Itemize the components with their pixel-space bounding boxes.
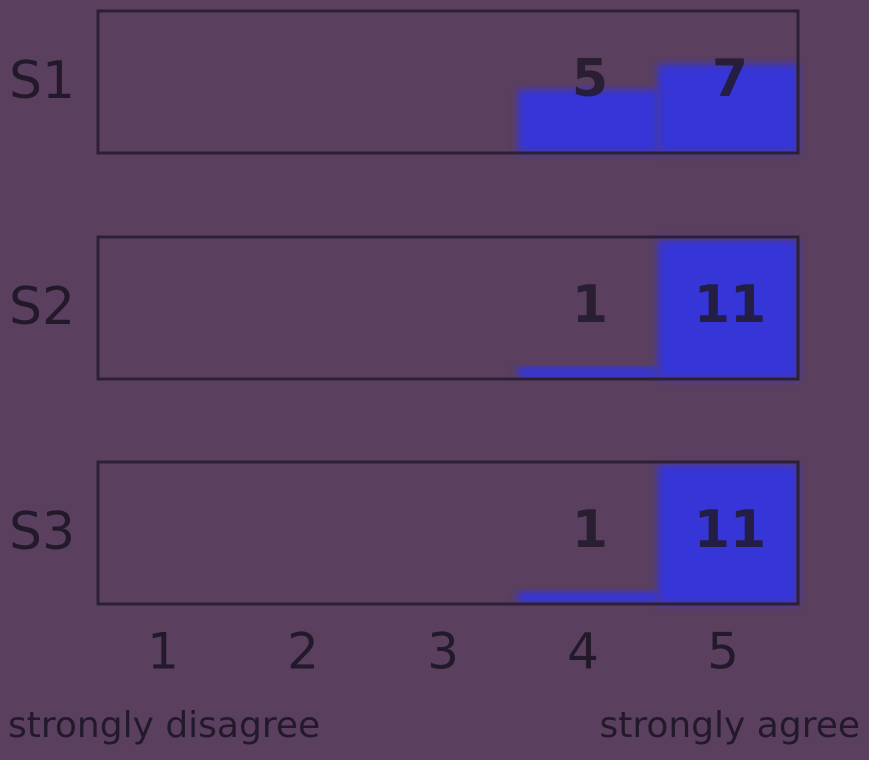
- row-label: S1: [9, 51, 75, 111]
- x-tick-label: 1: [147, 623, 179, 681]
- annotation: strongly agree: [599, 705, 860, 746]
- panel: S3 1 11: [9, 460, 800, 606]
- row-label: S3: [9, 502, 75, 562]
- value-label: 11: [694, 500, 766, 560]
- value-label: 1: [572, 275, 608, 335]
- value-label: 1: [572, 500, 608, 560]
- bar: [518, 591, 658, 604]
- panel-frame: [96, 9, 800, 155]
- bar: [518, 89, 658, 153]
- x-tick-label: 5: [707, 623, 739, 681]
- panel-frame: [96, 460, 800, 606]
- panel: S1 5 7: [9, 9, 800, 155]
- bar: [658, 464, 798, 604]
- bar: [518, 366, 658, 379]
- panel-frame: [96, 235, 800, 381]
- annotation: strongly disagree: [8, 705, 320, 746]
- x-tick-label: 4: [567, 623, 599, 681]
- value-label: 11: [694, 275, 766, 335]
- bar: [658, 64, 798, 153]
- value-label: 7: [712, 49, 748, 109]
- row-label: S2: [9, 277, 75, 337]
- x-tick-label: 2: [287, 623, 319, 681]
- bar: [658, 239, 798, 379]
- panel: S2 1 11: [9, 235, 800, 381]
- value-label: 5: [572, 49, 608, 109]
- x-tick-label: 3: [427, 623, 459, 681]
